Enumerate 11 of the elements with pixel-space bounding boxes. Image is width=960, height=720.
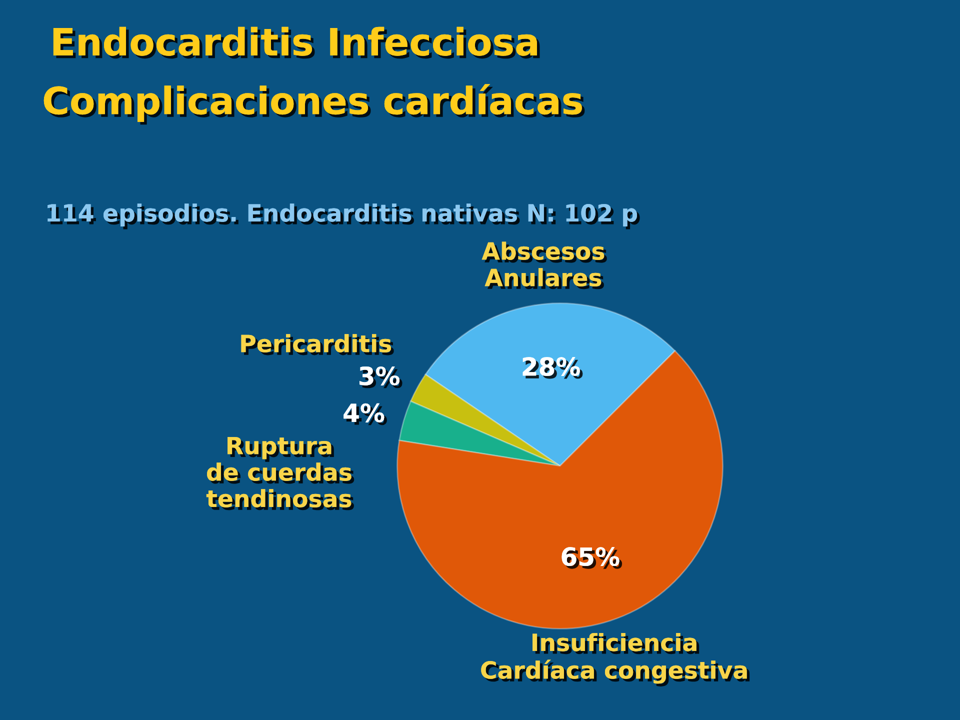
- data-label: 28%: [522, 357, 583, 379]
- text: 114 episodios. Endocarditis nativas N: 102 p: [48, 204, 640, 230]
- chart-title: Endocarditis Infecciosa: [53, 26, 540, 59]
- slice-label: Ruptura de cuerdas tendinosas: [206, 436, 354, 510]
- data-label: 3%: [360, 366, 402, 388]
- slice-label: Pericarditis: [241, 334, 394, 356]
- data-label: 65%: [562, 547, 622, 569]
- chart-subtitle: Complicaciones cardíacas: [44, 84, 585, 125]
- slice-label: Abscesos Anulares: [482, 242, 607, 290]
- slice-label: Insuficiencia Cardíaca congestiva: [481, 633, 750, 686]
- data-label: 4%: [344, 403, 387, 426]
